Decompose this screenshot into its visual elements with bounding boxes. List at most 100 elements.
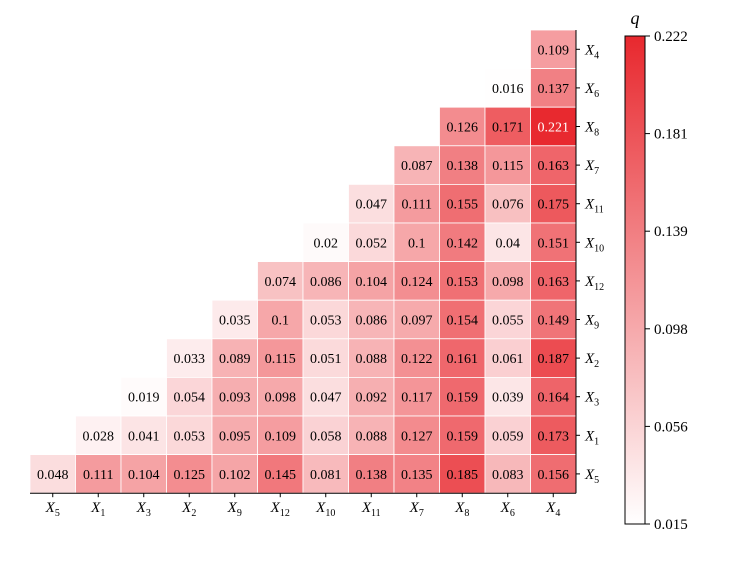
cell-value-label: 0.092: [356, 391, 388, 406]
heatmap-cell: [302, 338, 349, 378]
cell-value-label: 0.089: [219, 352, 251, 367]
cell-value-label: 0.154: [447, 314, 479, 329]
x-tick-label: X2: [181, 500, 196, 519]
heatmap-cell: [257, 261, 304, 301]
cell-value-label: 0.115: [492, 159, 523, 174]
cell-value-label: 0.039: [492, 391, 524, 406]
x-tick-label: X8: [454, 500, 469, 519]
y-tick-label: X8: [584, 120, 599, 139]
heatmap-cell: [302, 299, 349, 340]
heatmap-cell: [393, 222, 440, 262]
heatmap-cell: [302, 376, 349, 417]
y-tick-label: X9: [584, 313, 599, 332]
cell-value-label: 0.156: [538, 468, 570, 483]
cell-value-label: 0.047: [356, 198, 388, 213]
cell-value-label: 0.1: [408, 236, 426, 251]
heatmap-cell: [484, 376, 531, 417]
cell-value-label: 0.161: [447, 352, 479, 367]
colorbar: q 0.222 0.181 0.139 0.098 0.056 0.015: [624, 8, 688, 533]
heatmap-cell: [302, 261, 349, 301]
cell-value-label: 0.187: [538, 352, 570, 367]
colorbar-tick-label: 0.015: [654, 517, 688, 533]
cell-value-label: 0.095: [219, 429, 251, 444]
cell-value-label: 0.048: [37, 468, 69, 483]
x-tick-label: X11: [361, 500, 381, 519]
heatmap-cell: [302, 222, 349, 262]
cell-value-label: 0.04: [496, 236, 521, 251]
cell-value-label: 0.104: [128, 468, 160, 483]
cell-value-label: 0.221: [538, 121, 570, 136]
cell-value-label: 0.104: [356, 275, 388, 290]
cell-value-label: 0.097: [401, 314, 433, 329]
y-tick-label: X11: [584, 197, 604, 216]
cell-value-label: 0.173: [538, 429, 570, 444]
heatmap-cell: [302, 454, 349, 494]
cell-value-label: 0.185: [447, 468, 479, 483]
cell-value-label: 0.163: [538, 275, 570, 290]
heatmap-cell: [393, 261, 440, 301]
heatmap-cell: [120, 376, 167, 417]
y-tick-label: X10: [584, 235, 604, 254]
cell-value-label: 0.135: [401, 468, 433, 483]
cell-value-label: 0.061: [492, 352, 524, 367]
heatmap-cell: [439, 338, 486, 378]
heatmap-cell: [75, 415, 122, 455]
cell-value-label: 0.127: [401, 429, 433, 444]
heatmap-cell: [439, 145, 486, 185]
y-tick-label: X7: [584, 158, 599, 177]
cell-value-label: 0.081: [310, 468, 342, 483]
heatmap-cell: [75, 454, 122, 494]
heatmap-cell: [166, 376, 213, 417]
x-tick-label: X6: [500, 500, 515, 519]
cell-value-label: 0.171: [492, 121, 524, 136]
cell-value-label: 0.175: [538, 198, 570, 213]
colorbar-tick-label: 0.056: [654, 419, 688, 435]
x-tick-label: X9: [227, 500, 242, 519]
cell-value-label: 0.117: [401, 391, 432, 406]
cell-value-label: 0.155: [447, 198, 479, 213]
heatmap-cell: [484, 454, 531, 494]
cell-value-label: 0.151: [538, 236, 570, 251]
colorbar-tick-label: 0.139: [654, 224, 688, 240]
heatmap-cell: [530, 145, 577, 185]
cell-value-label: 0.111: [83, 468, 113, 483]
heatmap-cell: [211, 415, 258, 455]
heatmap-cell: [393, 338, 440, 378]
x-axis: X5 X1 X3 X2 X9 X12 X10 X11 X7 X8 X6 X4: [30, 492, 576, 519]
y-tick-label: X3: [584, 390, 599, 409]
heatmap-cell: [348, 222, 395, 262]
heatmap-cell: [211, 299, 258, 340]
colorbar-tick-label: 0.181: [654, 127, 688, 143]
heatmap-cell: [530, 29, 577, 69]
heatmap-cell: [120, 454, 167, 494]
cell-value-label: 0.102: [219, 468, 251, 483]
cell-value-label: 0.019: [128, 391, 160, 406]
heatmap-cell: [439, 222, 486, 262]
cell-value-label: 0.125: [174, 468, 206, 483]
x-tick-label: X1: [90, 500, 105, 519]
heatmap-cell: [439, 415, 486, 455]
x-tick-label: X7: [409, 500, 424, 519]
y-tick-label: X5: [584, 467, 599, 486]
y-axis: X4 X6 X8 X7 X11 X10 X12 X9 X2 X3 X1 X5: [575, 30, 604, 494]
cell-value-label: 0.053: [174, 429, 206, 444]
colorbar-tick-label: 0.098: [654, 322, 688, 338]
cell-value-label: 0.035: [219, 314, 251, 329]
colorbar-tick-label: 0.222: [654, 29, 688, 45]
cell-value-label: 0.159: [447, 429, 479, 444]
cell-value-label: 0.088: [356, 352, 388, 367]
x-tick-label: X4: [545, 500, 560, 519]
cell-value-label: 0.016: [492, 82, 524, 97]
cell-value-label: 0.02: [314, 236, 339, 251]
cell-value-label: 0.142: [447, 236, 479, 251]
cell-value-label: 0.138: [356, 468, 388, 483]
x-tick-label: X10: [315, 500, 335, 519]
cell-value-label: 0.098: [265, 391, 297, 406]
heatmap-cell: [530, 376, 577, 417]
cell-value-label: 0.053: [310, 314, 342, 329]
heatmap-cell: [29, 454, 76, 494]
heatmap-cell: [257, 454, 304, 494]
cell-value-label: 0.137: [538, 82, 570, 97]
cell-value-label: 0.051: [310, 352, 342, 367]
